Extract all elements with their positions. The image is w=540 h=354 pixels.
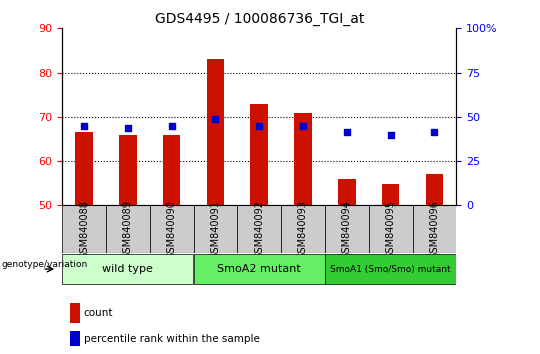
Bar (106, 205, 150, 253)
Bar (193, 254, 325, 284)
Bar (70, 331, 80, 346)
Bar (150, 205, 193, 253)
Bar (338, 179, 355, 205)
Point (211, 116, 220, 122)
Bar (325, 254, 456, 284)
Bar (119, 136, 137, 205)
Text: GSM840088: GSM840088 (79, 200, 89, 259)
Point (80, 123, 89, 129)
Bar (207, 59, 224, 205)
Bar (163, 135, 180, 205)
Text: SmoA1 (Smo/Smo) mutant: SmoA1 (Smo/Smo) mutant (330, 264, 451, 274)
Text: GSM840089: GSM840089 (123, 200, 133, 259)
Title: GDS4495 / 100086736_TGI_at: GDS4495 / 100086736_TGI_at (154, 12, 364, 26)
Text: SmoA2 mutant: SmoA2 mutant (217, 264, 301, 274)
Point (124, 125, 132, 131)
Point (299, 123, 307, 129)
Point (167, 123, 176, 129)
Text: GSM840090: GSM840090 (167, 200, 177, 259)
Text: GSM840092: GSM840092 (254, 200, 264, 259)
Bar (325, 205, 369, 253)
Point (342, 130, 351, 135)
Text: GSM840096: GSM840096 (429, 200, 440, 259)
Text: GSM840094: GSM840094 (342, 200, 352, 259)
Bar (75, 132, 93, 205)
Bar (251, 104, 268, 205)
Bar (62, 254, 193, 284)
Point (386, 132, 395, 137)
Bar (413, 205, 456, 253)
Point (255, 123, 264, 129)
Bar (382, 184, 400, 205)
Bar (426, 175, 443, 205)
Text: GSM840095: GSM840095 (386, 200, 396, 259)
Text: GSM840093: GSM840093 (298, 200, 308, 259)
Bar (369, 205, 413, 253)
Bar (193, 205, 237, 253)
Text: GSM840091: GSM840091 (211, 200, 220, 259)
Text: wild type: wild type (103, 264, 153, 274)
Bar (237, 205, 281, 253)
Bar (62, 205, 106, 253)
Bar (294, 113, 312, 205)
Text: percentile rank within the sample: percentile rank within the sample (84, 334, 260, 344)
Text: genotype/variation: genotype/variation (1, 260, 87, 269)
Point (430, 130, 438, 135)
Bar (281, 205, 325, 253)
Text: count: count (84, 308, 113, 318)
Bar (70, 303, 80, 323)
